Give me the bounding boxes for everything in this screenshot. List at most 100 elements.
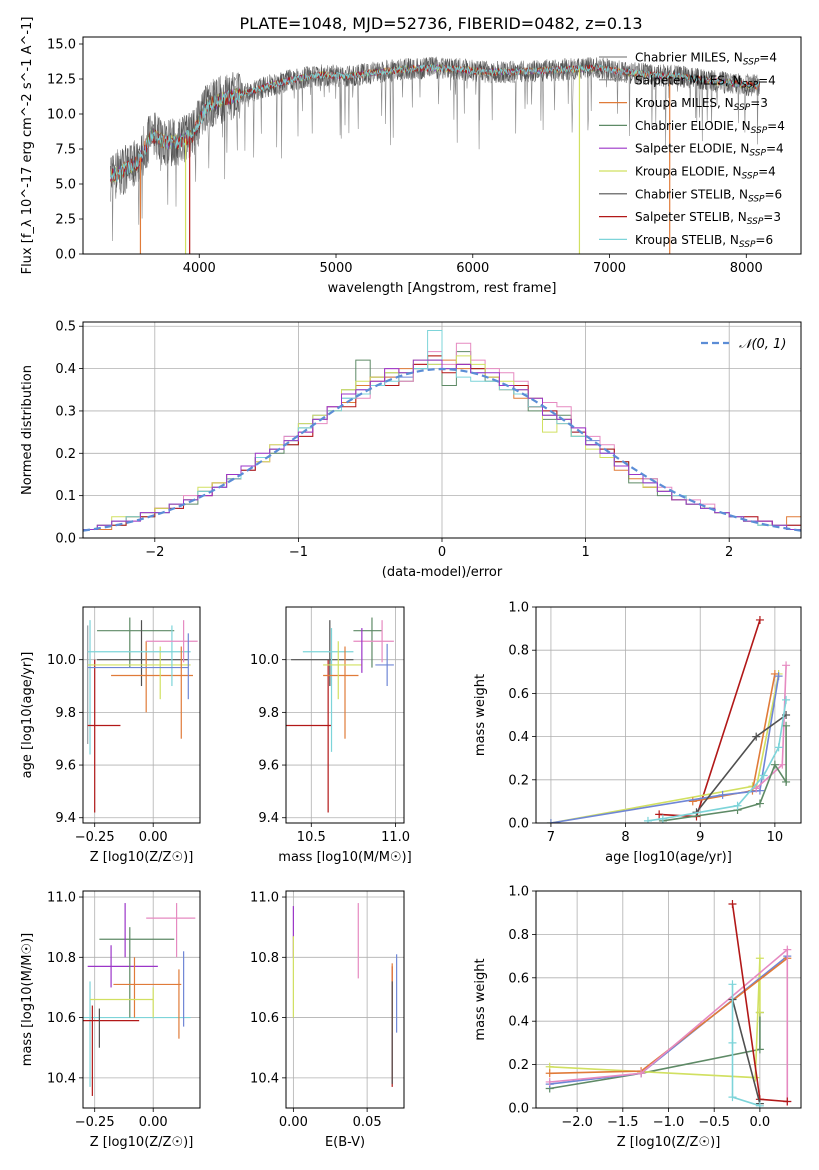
y-axis-label: mass weight [473, 958, 488, 1040]
weight-marker [770, 760, 779, 769]
y-tick-label: 9.4 [55, 811, 76, 826]
weight-marker [755, 954, 764, 963]
x-tick-label: −0.25 [75, 1115, 115, 1130]
weight-marker [728, 1038, 737, 1047]
y-tick-label: 10.0 [47, 108, 76, 123]
y-tick-label: 9.6 [258, 759, 279, 774]
axes-frame [82, 606, 201, 824]
y-tick-label: 0.0 [508, 1102, 529, 1117]
plot-area [546, 615, 791, 823]
x-tick-label: −0.5 [698, 1115, 730, 1130]
y-tick-label: 0.0 [55, 248, 76, 263]
weight-marker [718, 790, 727, 799]
x-tick-label: 9 [696, 830, 704, 845]
weight-marker [545, 1069, 554, 1078]
y-tick-label: 0.3 [55, 404, 76, 419]
weight-marker [755, 799, 764, 808]
x-tick-label: 4000 [183, 261, 216, 276]
x-tick-label: 8 [621, 830, 629, 845]
weight-marker [658, 814, 667, 823]
y-tick-label: 0.2 [55, 447, 76, 462]
axes-frame [82, 36, 802, 255]
x-tick-label: 0.05 [353, 1115, 382, 1130]
legend-label: Salpeter MILES, NSSP=4 [635, 73, 776, 90]
y-axis-label: mass weight [473, 674, 488, 756]
x-tick-label: −1.0 [653, 1115, 685, 1130]
x-tick-label: 0.0 [750, 1115, 771, 1130]
y-tick-label: 1.0 [508, 885, 529, 900]
panel-6: 0.00 0.05 10.4 10.6 10.8 11.0 E(B-V) [250, 890, 405, 1150]
y-tick-label: 1.0 [508, 601, 529, 616]
weight-marker [783, 1097, 792, 1106]
weight-marker [778, 760, 787, 769]
y-tick-label: 0.6 [508, 971, 529, 986]
x-tick-label: −0.25 [75, 830, 115, 845]
y-tick-label: 0.0 [55, 532, 76, 547]
weight-marker [783, 945, 792, 954]
weight-marker [782, 695, 791, 704]
weight-marker [782, 777, 791, 786]
y-axis-label: Flux [f_λ 10^-17 erg cm^-2 s^-1 A^-1] [20, 17, 35, 275]
axes-frame [82, 890, 201, 1109]
x-axis-label: wavelength [Angstrom, rest frame] [328, 281, 557, 296]
weight-marker [728, 980, 737, 989]
axes-frame [535, 606, 802, 824]
weight-marker [728, 1093, 737, 1102]
axes-frame [535, 890, 802, 1109]
x-tick-label: 0.00 [279, 1115, 308, 1130]
y-tick-label: 9.8 [55, 706, 76, 721]
y-tick-label: 11.0 [250, 891, 279, 906]
y-tick-label: 9.4 [258, 811, 279, 826]
x-tick-label: −2.0 [561, 1115, 593, 1130]
figure-title: PLATE=1048, MJD=52736, FIBERID=0482, z=0… [239, 14, 642, 33]
legend-label: Salpeter ELODIE, NSSP=4 [635, 142, 784, 159]
plot-area [87, 617, 198, 813]
y-tick-label: 0.4 [55, 362, 76, 377]
panel-1: −2 −1 0 1 2 0.0 0.1 0.2 0.3 0.4 0.5 (data-model)/er… [20, 320, 802, 580]
weight-marker [643, 816, 652, 823]
legend-label: Kroupa ELODIE, NSSP=4 [635, 165, 776, 182]
weight-line [731, 984, 761, 1107]
panel-5: −0.25 0.00 10.4 10.6 10.8 11.0 Z [log10(Z/Z☉)]… [20, 890, 201, 1150]
y-axis-label: Normed distribution [20, 365, 35, 495]
x-tick-label: 10 [767, 830, 784, 845]
x-tick-label: 8000 [730, 261, 763, 276]
y-tick-label: 10.4 [250, 1071, 279, 1086]
weight-line [549, 1012, 761, 1090]
weight-marker [752, 732, 761, 741]
legend-label: Chabrier MILES, NSSP=4 [635, 51, 777, 68]
x-axis-label: age [log10(age/yr)] [605, 850, 732, 865]
spectrum-line [110, 63, 760, 182]
weight-marker [733, 801, 742, 810]
weight-line [549, 947, 789, 1102]
plot-area [83, 903, 196, 1096]
y-tick-label: 0.4 [508, 1015, 529, 1030]
x-tick-label: −2 [145, 545, 164, 560]
plot-area [110, 56, 760, 254]
legend-label: Kroupa STELIB, NSSP=6 [635, 233, 773, 250]
weight-line [662, 725, 787, 822]
y-tick-label: 7.5 [55, 143, 76, 158]
weight-marker [782, 721, 791, 730]
x-axis-label: mass [log10(M/M☉)] [278, 850, 411, 865]
y-axis-label: mass [log10(M/M☉)] [20, 933, 35, 1066]
y-tick-label: 10.8 [250, 951, 279, 966]
weight-marker [637, 1069, 646, 1078]
x-tick-label: 7000 [593, 261, 626, 276]
y-tick-label: 0.1 [55, 489, 76, 504]
x-tick-label: 0.00 [139, 830, 168, 845]
plot-area [292, 903, 398, 1087]
plot-area [545, 900, 792, 1108]
y-tick-label: 9.6 [55, 759, 76, 774]
panel-2: −0.25 0.00 9.4 9.6 9.8 10.0 Z [log10(Z/Z☉)] age… [20, 606, 201, 865]
weight-line [550, 675, 780, 823]
y-tick-label: 0.8 [508, 928, 529, 943]
x-tick-label: 7 [547, 830, 555, 845]
x-axis-label: Z [log10(Z/Z☉)] [90, 850, 194, 865]
x-tick-label: −1 [289, 545, 308, 560]
x-tick-label: 5000 [319, 261, 352, 276]
weight-marker [755, 1101, 764, 1108]
y-tick-label: 0.2 [508, 1058, 529, 1073]
x-tick-label: 0 [438, 545, 446, 560]
x-tick-label: 6000 [456, 261, 489, 276]
